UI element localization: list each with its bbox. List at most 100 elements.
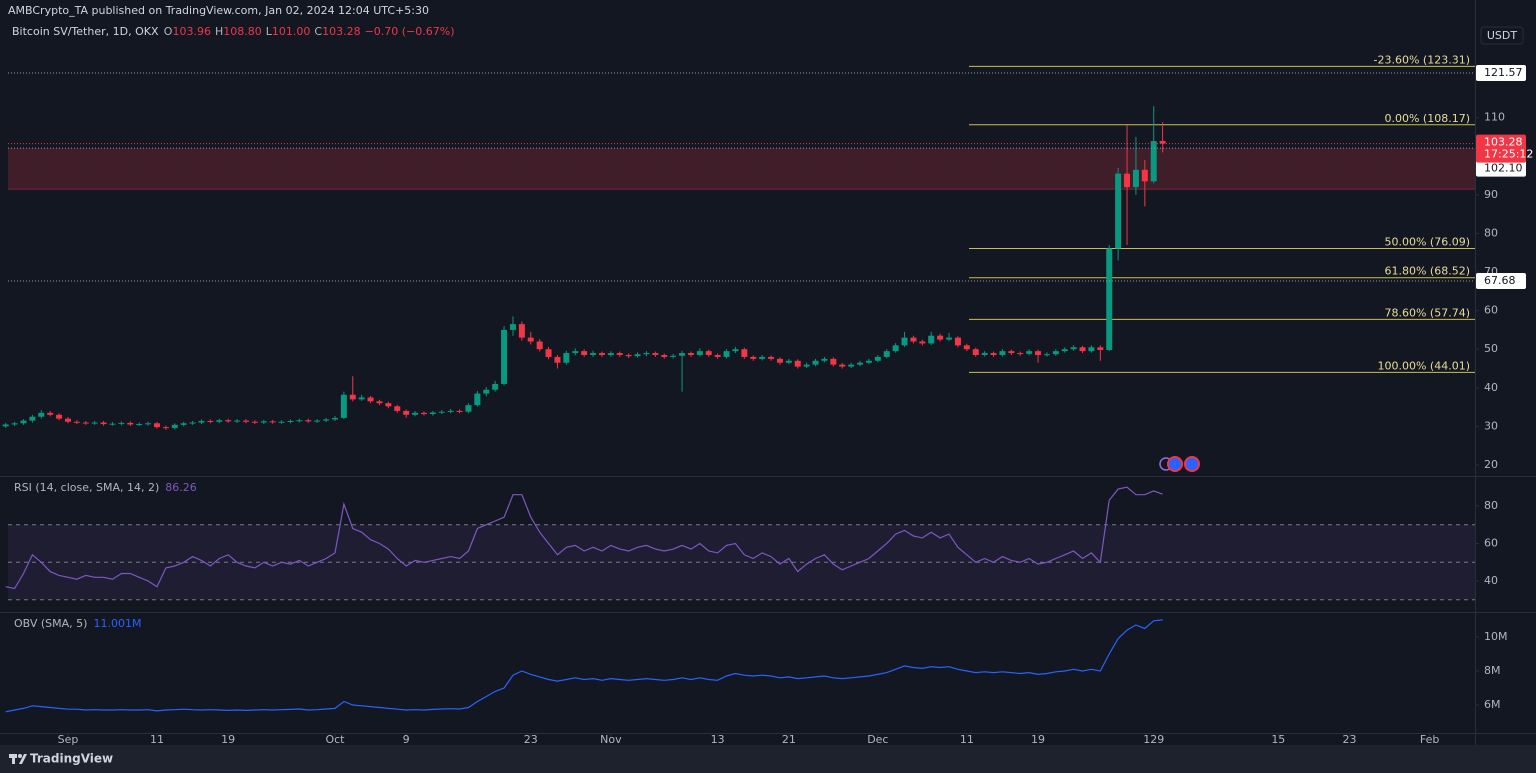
- candle-body: [296, 420, 303, 422]
- price-label-box: [1476, 65, 1526, 82]
- candle-body: [287, 420, 294, 422]
- x-tick-label: 19: [221, 733, 235, 746]
- candle-body: [1070, 347, 1077, 350]
- legend-part: 103.96: [172, 25, 211, 38]
- legend: Bitcoin SV/Tether, 1D, OKX O103.96 H108.80…: [12, 25, 455, 38]
- y-tick-label: 80: [1484, 499, 1498, 512]
- candle-body: [661, 354, 668, 357]
- candle-body: [598, 353, 605, 355]
- candle-body: [269, 421, 276, 423]
- candle-body: [723, 351, 730, 357]
- legend-part: L: [266, 25, 273, 38]
- candle-body: [314, 420, 321, 422]
- candle-body: [670, 355, 677, 357]
- candle-body: [616, 353, 623, 355]
- candle-body: [198, 420, 205, 423]
- candle-body: [323, 419, 330, 421]
- indicator-title: OBV (SMA, 5): [14, 617, 87, 630]
- candle-body: [634, 354, 641, 357]
- candle-body: [563, 353, 570, 363]
- event-icons: [1159, 456, 1200, 472]
- candle-body: [394, 406, 401, 411]
- candle-body: [518, 324, 525, 338]
- event-icon[interactable]: [1184, 456, 1200, 472]
- price-label-box: [1476, 160, 1526, 177]
- legend-part: Bitcoin SV/Tether, 1D, OKX: [12, 25, 159, 38]
- y-tick-label: 40: [1484, 381, 1498, 394]
- candle-body: [234, 420, 241, 422]
- candle-body: [474, 393, 481, 406]
- candle-body: [438, 411, 445, 413]
- x-tick-label: 9: [403, 733, 410, 746]
- candle-body: [1132, 169, 1139, 188]
- candle-body: [830, 358, 837, 365]
- candle-body: [340, 394, 347, 418]
- logo-part: [19, 754, 27, 764]
- logo-part: [12, 754, 15, 764]
- candle-body: [750, 356, 757, 359]
- x-tick-label: 11: [150, 733, 164, 746]
- candle-body: [225, 420, 232, 422]
- candle-body: [848, 364, 855, 367]
- candle-body: [47, 412, 54, 415]
- candle-body: [136, 424, 143, 426]
- y-tick-label: 90: [1484, 188, 1498, 201]
- candle-body: [278, 421, 285, 423]
- y-tick-label: 20: [1484, 458, 1498, 471]
- x-tick-label: 23: [1343, 733, 1357, 746]
- candle-body: [127, 422, 134, 425]
- fib-label: 0.00% (108.17): [1384, 112, 1470, 125]
- last-price-box: [1476, 134, 1526, 163]
- indicator-legend: OBV (SMA, 5) 11.001M: [14, 617, 141, 630]
- indicator-legend: RSI (14, close, SMA, 14, 2) 86.26: [14, 481, 197, 494]
- event-icon[interactable]: [1167, 456, 1183, 472]
- candle-body: [242, 420, 249, 422]
- candle-body: [643, 353, 650, 355]
- candle-body: [207, 420, 214, 422]
- candle-body: [937, 335, 944, 340]
- candle-body: [527, 337, 534, 342]
- obv-line: [5, 619, 1163, 713]
- candle-body: [385, 403, 392, 407]
- currency: USDT: [1487, 29, 1518, 42]
- footer-bar: [0, 745, 1536, 773]
- candle-body: [732, 349, 739, 352]
- fib-label: 78.60% (57.74): [1384, 306, 1470, 319]
- candle-body: [29, 416, 36, 421]
- y-tick-label: 6M: [1484, 698, 1501, 711]
- candle-body: [483, 389, 490, 394]
- candle-body: [465, 405, 472, 412]
- candle-body: [260, 421, 267, 423]
- candle-body: [812, 360, 819, 365]
- y-tick-label: 60: [1484, 304, 1498, 317]
- candle-body: [38, 412, 45, 417]
- candle-body: [420, 412, 427, 415]
- candle-body: [581, 351, 588, 355]
- legend-part: 103.28: [322, 25, 361, 38]
- candle-body: [1026, 351, 1033, 354]
- logo-part: [18, 754, 22, 758]
- candle-body: [403, 410, 410, 415]
- candle-body: [1079, 347, 1086, 352]
- x-tick-label: Feb: [1420, 733, 1439, 746]
- candle-body: [954, 337, 961, 346]
- candle-body: [625, 354, 632, 357]
- candle-body: [1159, 140, 1166, 144]
- candle-body: [910, 337, 917, 342]
- candle-body: [1017, 353, 1024, 355]
- candle-body: [652, 353, 659, 355]
- candle-body: [1061, 349, 1068, 352]
- fib-label: 61.80% (68.52): [1384, 265, 1470, 278]
- candle-body: [100, 422, 107, 425]
- price-label-box: [1476, 272, 1526, 289]
- indicator-value: 11.001M: [93, 617, 141, 630]
- x-tick-label: 11: [960, 733, 974, 746]
- candle-body: [349, 394, 356, 400]
- candle-body: [714, 354, 721, 357]
- indicator-value: 86.26: [165, 481, 197, 494]
- candle-body: [331, 417, 338, 420]
- candle-body: [545, 349, 552, 357]
- publisher: AMBCrypto_TA published on TradingView.co…: [8, 4, 429, 17]
